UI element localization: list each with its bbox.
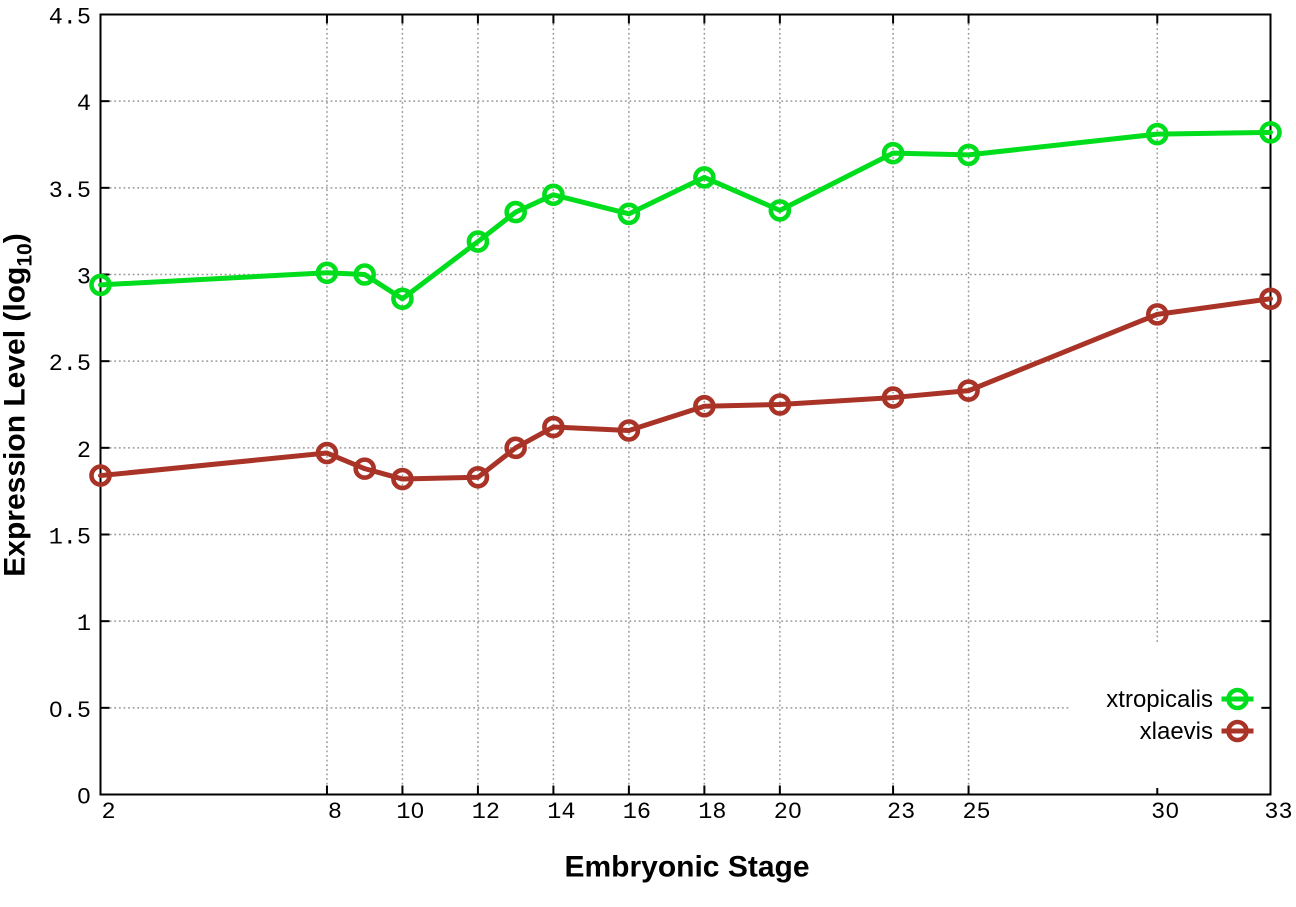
y-tick-label: 2 (77, 438, 91, 465)
y-tick-label: 3 (77, 265, 91, 292)
y-tick-label: 2.5 (49, 351, 91, 378)
legend-sample-marker-xtropicalis (1226, 687, 1249, 711)
y-tick-label: 0 (77, 785, 91, 812)
marker-xlaevis (89, 464, 112, 487)
x-tick-label: 10 (396, 799, 424, 826)
marker-xtropicalis (315, 261, 339, 285)
marker-xlaevis (617, 419, 641, 442)
x-tick-label: 16 (623, 799, 651, 826)
y-tick-label: 0.5 (49, 698, 91, 725)
legend-box (1070, 642, 1261, 788)
marker-xtropicalis (1145, 122, 1169, 146)
x-tick-label: 8 (328, 799, 342, 826)
marker-xlaevis (1259, 287, 1282, 311)
y-tick-label: 3.5 (49, 178, 91, 205)
marker-xlaevis (542, 415, 565, 439)
marker-xtropicalis (466, 230, 490, 253)
marker-xlaevis (466, 465, 490, 489)
x-tick-label: 14 (547, 799, 575, 826)
zero-dot-cover (1169, 806, 1175, 812)
marker-xtropicalis (542, 183, 565, 207)
legend-sample-marker-xlaevis (1226, 719, 1249, 743)
marker-xlaevis (693, 394, 716, 418)
marker-xtropicalis (391, 287, 414, 311)
y-tick-label: 4.5 (49, 5, 91, 32)
zero-dot-cover (53, 704, 59, 711)
marker-xlaevis (315, 441, 339, 465)
x-tick-label: 25 (962, 799, 990, 826)
marker-xtropicalis (617, 202, 641, 226)
series-line-xlaevis (98, 296, 1273, 482)
marker-xlaevis (504, 436, 527, 460)
marker-xlaevis (881, 386, 905, 409)
marker-xtropicalis (89, 273, 112, 297)
y-tick-label: 1.5 (49, 525, 91, 552)
marker-xtropicalis (504, 200, 527, 224)
marker-xtropicalis (957, 143, 980, 167)
zero-dot-cover (792, 806, 798, 812)
marker-xlaevis (391, 467, 414, 491)
y-tick-label: 4 (77, 91, 91, 118)
legend-label-xlaevis: xlaevis (1140, 718, 1213, 745)
y-tick-label: 1 (77, 611, 91, 638)
x-tick-label: 33 (1264, 799, 1292, 826)
x-axis-title: Embryonic Stage (564, 851, 809, 884)
marker-xtropicalis (768, 199, 792, 222)
zero-dot-cover (81, 791, 87, 798)
zero-dot-cover (415, 806, 420, 812)
marker-xlaevis (353, 457, 376, 480)
y-axis-title: Expression Level (log10) (0, 233, 37, 576)
marker-xtropicalis (1259, 121, 1282, 144)
marker-xtropicalis (353, 263, 376, 286)
marker-xlaevis (1145, 303, 1169, 326)
x-tick-label: 30 (1151, 799, 1179, 826)
x-tick-label: 23 (887, 799, 915, 826)
marker-xlaevis (768, 393, 792, 416)
legend-label-xtropicalis: xtropicalis (1106, 686, 1213, 713)
x-tick-label: 18 (698, 799, 726, 826)
x-tick-label: 12 (472, 799, 500, 826)
marker-xlaevis (957, 379, 980, 402)
x-tick-label: 2 (101, 799, 115, 826)
plot-border (99, 13, 1272, 796)
x-tick-label: 20 (774, 799, 802, 826)
marker-xtropicalis (693, 166, 716, 189)
marker-xtropicalis (881, 141, 905, 165)
